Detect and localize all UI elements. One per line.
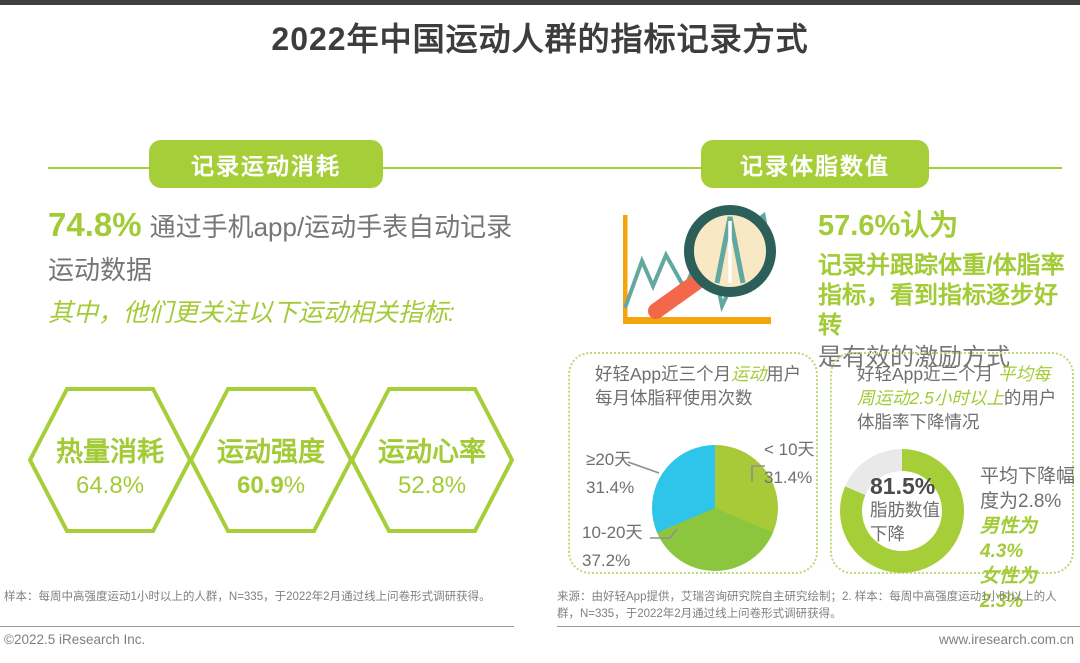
pie-label-ge20: ≥20天 31.4% (586, 450, 635, 497)
donut-hole (862, 471, 942, 551)
copyright-text: ©2022.5 iResearch Inc. (4, 632, 146, 647)
exercise-recording-stat: 74.8% 通过手机app/运动手表自动记录运动数据 (48, 203, 516, 292)
female-decline-text: 女性为2.3% (980, 566, 1038, 612)
stat-bold-line2: 指标，看到指标逐步好转 (818, 282, 1058, 339)
avg-decline-text: 平均下降幅度为2.8% (980, 466, 1076, 512)
male-decline-text: 男性为4.3% (980, 516, 1038, 562)
footer-divider-right (557, 626, 1080, 627)
hexagon-label: 运动强度 (217, 437, 325, 467)
pie-leader-lines (627, 461, 765, 539)
donut-chart (840, 449, 964, 573)
pie-label-10-20: 10-20天 37.2% (582, 523, 643, 570)
stat-value-748: 74.8% (48, 206, 142, 243)
stat-bold-line1: 记录并跟踪体重/体脂率 (818, 252, 1065, 279)
donut-center-text: 81.5% 脂肪数值 下降 (870, 473, 940, 544)
page-title: 2022年中国运动人群的指标记录方式 (271, 21, 809, 57)
hexagon-intensity: 运动强度 60.9% (189, 386, 353, 534)
top-accent-bar (0, 0, 1080, 5)
hexagon-value: 60.9% (236, 472, 306, 499)
website-url: www.iresearch.com.cn (938, 632, 1074, 647)
stat-value-576: 57.6%认为 (818, 210, 959, 242)
donut-annotations: 平均下降幅度为2.8% 男性为4.3% 女性为2.3% (980, 464, 1076, 614)
footer-sample-note: 样本：每周中高强度运动1小时以上的人群，N=335，于2022年2月通过线上问卷… (4, 591, 491, 603)
focus-metrics-note: 其中，他们更关注以下运动相关指标: (48, 299, 455, 327)
hexagon-value: 64.8% (75, 472, 145, 499)
footer-divider-left (0, 626, 514, 627)
pie-card: 好轻App近三个月运动用户每月体脂秤使用次数 < 10天 31.4% ≥20天 … (568, 352, 818, 574)
stat-text: 通过手机app/运动手表自动记录运动数据 (48, 212, 513, 285)
donut-center-value: 81.5% (870, 473, 936, 499)
bodyfat-tracking-stat: 57.6%认为 记录并跟踪体重/体脂率 指标，看到指标逐步好转 是有效的激励方式 (818, 202, 1080, 373)
hexagon-outline-icon (350, 387, 514, 533)
metric-hexagons: 热量消耗 64.8% 运动强度 60.9% 运动心率 52.8% (28, 386, 514, 534)
hexagon-label: 运动心率 (378, 437, 486, 467)
pie-card-title: 好轻App近三个月运动用户每月体脂秤使用次数 (595, 364, 802, 408)
badge-record-exercise: 记录运动消耗 (149, 140, 383, 188)
donut-card-title: 好轻App近三个月 平均每周运动2.5小时以上的用户体脂率下降情况 (857, 364, 1057, 432)
pie-label-lt10: < 10天 31.4% (764, 440, 815, 487)
footer-source-note: 来源：由好轻App提供，艾瑞咨询研究院自主研究绘制；2. 样本：每周中高强度运动… (557, 591, 1057, 620)
hexagon-heartrate: 运动心率 52.8% (350, 386, 514, 534)
hexagon-label: 热量消耗 (56, 437, 164, 467)
hexagon-value: 52.8% (397, 472, 467, 499)
donut-card: 好轻App近三个月 平均每周运动2.5小时以上的用户体脂率下降情况 81.5% … (830, 352, 1075, 612)
badge-record-bodyfat: 记录体脂数值 (701, 140, 929, 188)
magnifier-trend-chart-icon (618, 195, 780, 338)
hexagon-calorie: 热量消耗 64.8% (28, 386, 192, 534)
section-divider-line (48, 167, 1062, 169)
